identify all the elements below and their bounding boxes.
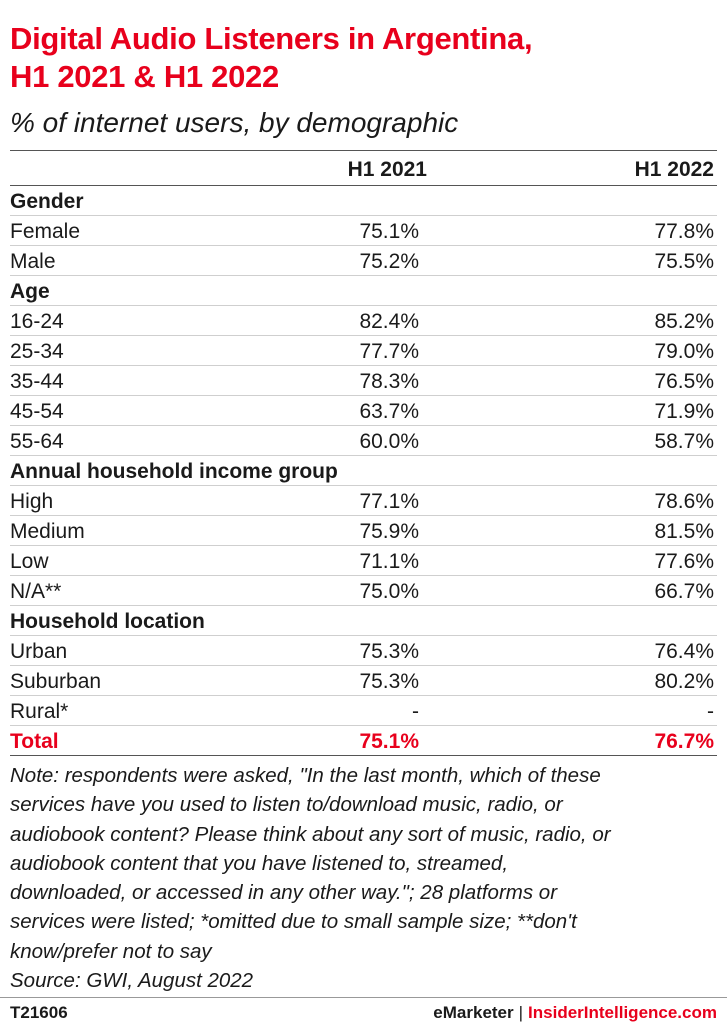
value-h1-2021: 78.3% [359, 370, 419, 393]
row-label: Female [10, 220, 81, 243]
value-h1-2022: 76.4% [654, 640, 714, 663]
value-h1-2021: 71.1% [359, 550, 419, 573]
total-row: Total 75.1% 76.7% [10, 726, 717, 756]
note-line: know/prefer not to say [10, 939, 212, 963]
table-row: 25-34 77.7% 79.0% [10, 336, 717, 366]
value-h1-2022: 85.2% [654, 310, 714, 333]
value-h1-2021: 75.2% [359, 250, 419, 273]
note-line: services were listed; *omitted due to sm… [10, 910, 577, 934]
row-label: Urban [10, 640, 68, 663]
value-h1-2022: 76.7% [654, 730, 714, 753]
group-header-row: Gender [10, 186, 717, 216]
column-header-h1-2021: H1 2021 [347, 158, 427, 181]
title-line-2: H1 2021 & H1 2022 [10, 59, 279, 94]
value-h1-2021: 63.7% [359, 400, 419, 423]
header: Digital Audio Listeners in Argentina, H1… [10, 20, 717, 140]
group-label: Household location [10, 610, 205, 633]
note-text: Note: respondents were asked, "In the la… [10, 761, 717, 966]
value-h1-2022: 71.9% [654, 400, 714, 423]
value-h1-2022: 77.6% [654, 550, 714, 573]
value-h1-2022: 75.5% [654, 250, 714, 273]
column-header-h1-2022: H1 2022 [634, 158, 714, 181]
value-h1-2022: 81.5% [654, 520, 714, 543]
note-line: downloaded, or accessed in any other way… [10, 881, 558, 905]
chart-id: T21606 [10, 1003, 68, 1022]
value-h1-2021: 75.1% [359, 730, 419, 753]
value-h1-2022: 76.5% [654, 370, 714, 393]
row-label: High [10, 490, 54, 513]
footnote: Note: respondents were asked, "In the la… [10, 761, 717, 995]
table-row: 35-44 78.3% 76.5% [10, 366, 717, 396]
chart-subtitle: % of internet users, by demographic [10, 107, 459, 138]
table-row: Rural* - - [10, 696, 717, 726]
row-label: Male [10, 250, 56, 273]
row-label: 45-54 [10, 400, 64, 423]
row-label: 16-24 [10, 310, 64, 333]
value-h1-2021: 77.7% [359, 340, 419, 363]
group-label: Age [10, 280, 50, 303]
brand-emarketer: eMarketer [433, 1003, 514, 1022]
row-label: 25-34 [10, 340, 64, 363]
table-row: 55-64 60.0% 58.7% [10, 426, 717, 456]
group-header-row: Household location [10, 606, 717, 636]
row-label: Medium [10, 520, 85, 543]
value-h1-2021: 77.1% [359, 490, 419, 513]
table-row: High 77.1% 78.6% [10, 486, 717, 516]
row-label: Rural* [10, 700, 69, 723]
data-table: H1 2021 H1 2022 Gender Female 75.1% 77.8% Ma… [10, 150, 717, 756]
row-label: 55-64 [10, 430, 64, 453]
table-row: Female 75.1% 77.8% [10, 216, 717, 246]
total-label: Total [10, 730, 59, 753]
table-row: Suburban 75.3% 80.2% [10, 666, 717, 696]
value-h1-2022: 58.7% [654, 430, 714, 453]
table-row: N/A** 75.0% 66.7% [10, 576, 717, 606]
note-line: Note: respondents were asked, "In the la… [10, 764, 601, 787]
title-line-1: Digital Audio Listeners in Argentina, [10, 21, 533, 56]
group-header-row: Annual household income group [10, 456, 717, 486]
value-h1-2022: 77.8% [654, 220, 714, 243]
table-row: Low 71.1% 77.6% [10, 546, 717, 576]
value-h1-2022: 66.7% [654, 580, 714, 603]
brand: eMarketer | InsiderIntelligence.com [433, 1003, 717, 1023]
table-row: 16-24 82.4% 85.2% [10, 306, 717, 336]
value-h1-2022: 79.0% [654, 340, 714, 363]
table-header: H1 2021 H1 2022 [10, 150, 717, 186]
table-body: Gender Female 75.1% 77.8% Male 75.2% 75.5% Age 1… [10, 186, 717, 756]
footer: T21606 eMarketer | InsiderIntelligence.com [0, 997, 727, 1024]
row-label: N/A** [10, 580, 62, 603]
note-line: audiobook content? Please think about an… [10, 822, 611, 846]
source-text: Source: GWI, August 2022 [10, 969, 254, 993]
brand-separator: | [518, 1003, 524, 1022]
table-row: Medium 75.9% 81.5% [10, 516, 717, 546]
group-header-row: Age [10, 276, 717, 306]
value-h1-2021: 75.0% [359, 580, 419, 603]
value-h1-2021: 75.9% [359, 520, 419, 543]
value-h1-2021: - [412, 700, 419, 723]
chart-title: Digital Audio Listeners in Argentina, H1… [10, 20, 717, 96]
value-h1-2021: 60.0% [359, 430, 419, 453]
note-line: audiobook content that you have listened… [10, 851, 509, 875]
value-h1-2022: - [707, 700, 714, 723]
row-label: 35-44 [10, 370, 64, 393]
table-row: 45-54 63.7% 71.9% [10, 396, 717, 426]
value-h1-2021: 75.1% [359, 220, 419, 243]
value-h1-2021: 82.4% [359, 310, 419, 333]
value-h1-2022: 80.2% [654, 670, 714, 693]
group-label: Gender [10, 190, 84, 213]
group-label: Annual household income group [10, 460, 338, 483]
row-label: Suburban [10, 670, 102, 693]
row-label: Low [10, 550, 49, 573]
table-row: Male 75.2% 75.5% [10, 246, 717, 276]
value-h1-2022: 78.6% [654, 490, 714, 513]
note-line: services have you used to listen to/down… [10, 793, 563, 817]
table-row: Urban 75.3% 76.4% [10, 636, 717, 666]
value-h1-2021: 75.3% [359, 670, 419, 693]
brand-insider-intelligence[interactable]: InsiderIntelligence.com [528, 1003, 717, 1022]
value-h1-2021: 75.3% [359, 640, 419, 663]
